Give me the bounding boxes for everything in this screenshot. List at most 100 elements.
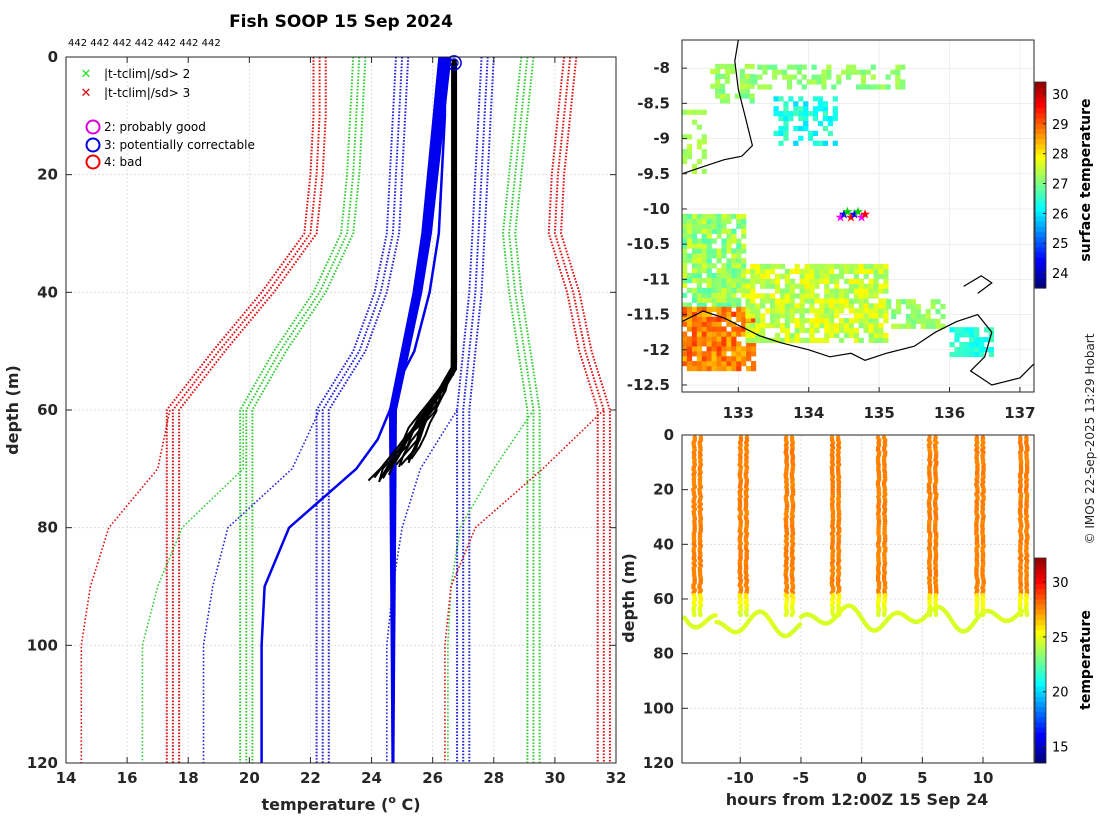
map-y-tick-label: -12.5 bbox=[627, 376, 670, 394]
map-pixel bbox=[843, 278, 850, 284]
map-pixel bbox=[824, 332, 830, 339]
map-pixel bbox=[682, 263, 688, 269]
map-pixel bbox=[716, 287, 722, 293]
map-pixel bbox=[744, 93, 750, 99]
map-pixel bbox=[808, 130, 814, 136]
map-pixel bbox=[696, 213, 702, 220]
map-pixel bbox=[814, 293, 820, 299]
map-pixel bbox=[691, 238, 698, 244]
map-pixel bbox=[739, 78, 745, 84]
map-pixel bbox=[779, 263, 786, 270]
x-tick-label: 26 bbox=[422, 769, 443, 787]
map-pixel bbox=[784, 293, 790, 299]
map-coastline bbox=[681, 39, 1035, 386]
map-pixel bbox=[834, 332, 840, 339]
map-pixel bbox=[799, 313, 805, 319]
map-pixel bbox=[799, 278, 805, 284]
colorbar-segment bbox=[1035, 599, 1046, 605]
map-x-tick-label: 135 bbox=[863, 404, 894, 422]
map-pixel bbox=[711, 316, 717, 322]
map-pixel bbox=[804, 293, 810, 299]
map-pixel bbox=[791, 74, 797, 80]
map-pixel bbox=[910, 308, 916, 315]
map-pixel bbox=[878, 263, 884, 270]
map-pixel bbox=[873, 318, 879, 324]
map-pixel bbox=[829, 263, 835, 270]
map-pixel bbox=[744, 63, 750, 70]
map-pixel bbox=[865, 69, 871, 75]
map-pixel bbox=[827, 116, 833, 122]
map-pixel bbox=[701, 356, 707, 362]
map-pixel bbox=[843, 303, 850, 309]
map-pixel bbox=[760, 298, 766, 304]
map-pixel bbox=[701, 248, 707, 254]
map-pixel bbox=[798, 106, 804, 112]
map-pixel bbox=[741, 321, 747, 327]
map-pixel bbox=[721, 282, 727, 289]
map-pixel bbox=[686, 154, 693, 160]
map-pixel bbox=[817, 96, 824, 102]
map-pixel bbox=[726, 258, 732, 264]
map-pixel bbox=[716, 253, 722, 259]
map-pixel bbox=[935, 323, 941, 329]
map-pixel bbox=[974, 346, 980, 353]
map-pixel bbox=[716, 292, 722, 298]
colorbar-tick-label: 30 bbox=[1052, 576, 1069, 591]
map-pixel bbox=[682, 268, 688, 274]
map-pixel bbox=[822, 101, 828, 107]
map-pixel bbox=[711, 213, 717, 220]
clim-line-green_left bbox=[239, 56, 355, 763]
colorbar-tick-label: 29 bbox=[1052, 118, 1069, 133]
ts-x-tick-label: 10 bbox=[973, 769, 994, 787]
map-pixel bbox=[915, 304, 921, 310]
map-pixel bbox=[701, 336, 707, 342]
map-pixel bbox=[868, 308, 874, 314]
map-pixel bbox=[686, 233, 693, 239]
x-tick-label: 18 bbox=[178, 769, 199, 787]
map-ticks: 133 134 135 136 137 -8 -8.5 -9 -9.5 -10 -10.5 -11 -1… bbox=[627, 59, 1036, 422]
map-pixel bbox=[691, 361, 698, 367]
map-pixel bbox=[682, 248, 688, 254]
map-pixel bbox=[925, 308, 931, 315]
map-pixel bbox=[750, 283, 756, 289]
map-pixel bbox=[686, 361, 693, 367]
map-pixel bbox=[706, 238, 712, 244]
map-pixel bbox=[741, 282, 747, 289]
map-pixel bbox=[701, 139, 707, 145]
map-pixel bbox=[691, 243, 698, 249]
map-pixel bbox=[858, 293, 864, 299]
ts-point bbox=[974, 612, 980, 618]
map-pixel bbox=[731, 336, 737, 342]
map-pixel bbox=[819, 308, 825, 314]
map-pixel bbox=[721, 248, 727, 254]
map-pixel bbox=[789, 308, 795, 314]
map-pixel bbox=[774, 288, 781, 294]
map-pixel bbox=[736, 306, 742, 312]
map-pixel bbox=[819, 323, 825, 329]
map-pixel bbox=[701, 213, 707, 220]
map-pixel bbox=[773, 96, 779, 102]
map-pixel bbox=[804, 288, 810, 294]
map-y-tick-label: -10 bbox=[643, 200, 670, 218]
flag-circle-outer bbox=[446, 55, 462, 71]
map-pixel bbox=[799, 337, 805, 343]
map-pixel bbox=[686, 306, 693, 312]
map-pixel bbox=[890, 69, 896, 75]
map-pixel bbox=[744, 78, 750, 84]
map-pixel bbox=[811, 64, 817, 70]
x-tick-label: 22 bbox=[300, 769, 321, 787]
map-pixel bbox=[741, 223, 747, 229]
map-pixel bbox=[770, 298, 776, 304]
map-pixel bbox=[691, 316, 698, 322]
map-pixel bbox=[736, 253, 742, 259]
map-pixel bbox=[691, 253, 698, 259]
ts-point bbox=[744, 612, 749, 618]
colorbar-segment bbox=[1035, 221, 1046, 227]
map-pixel bbox=[811, 74, 817, 80]
black-profiles bbox=[367, 59, 458, 483]
map-pixel bbox=[803, 106, 809, 112]
colorbar-tick-label: 25 bbox=[1052, 237, 1069, 252]
map-pixel bbox=[799, 323, 805, 329]
map-pixel bbox=[839, 273, 845, 279]
colorbar-segment bbox=[1035, 675, 1046, 682]
